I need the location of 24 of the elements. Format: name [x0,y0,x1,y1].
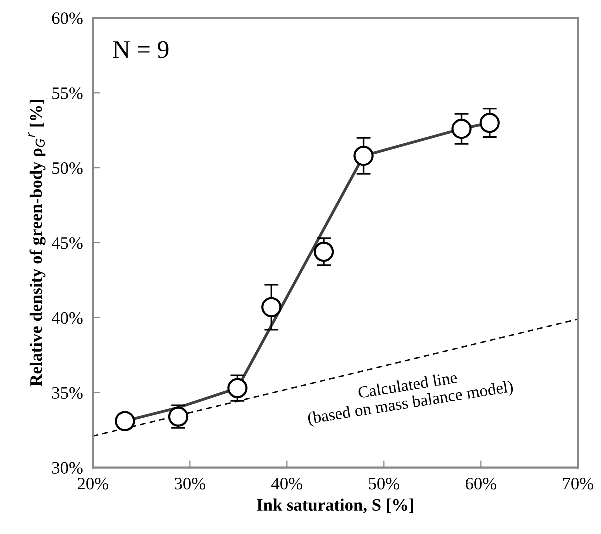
y-tick-label: 40% [52,312,83,324]
x-tick-label: 50% [369,478,400,490]
point [228,378,248,398]
y-tick-label: 55% [52,88,83,100]
x-axis-title: Ink saturation, S [%] [257,498,414,514]
point [115,411,136,432]
point [480,112,500,134]
y-tick-label: 60% [52,12,83,24]
annotation: Calculated line (based on mass balance model) [307,371,514,428]
point [452,118,472,140]
point [354,146,374,166]
x-tick-label: 30% [175,478,206,490]
x-tick-label: 60% [466,478,496,490]
y-tick-label: 30% [52,462,83,474]
x-tick-label: 70% [563,478,594,490]
point [262,297,282,318]
y-tick-label: 35% [52,387,83,400]
point [314,242,334,262]
y-tick-label: 45% [52,237,83,250]
x-tick-label: 20% [78,478,108,490]
annotation: N = 9 [113,41,169,58]
y-tick-label: 50% [52,162,83,174]
y-axis-title: Relative density of green-body ρ$_{G}$$^{r}$ [%] [28,100,46,387]
x-tick-label: 40% [272,478,302,490]
